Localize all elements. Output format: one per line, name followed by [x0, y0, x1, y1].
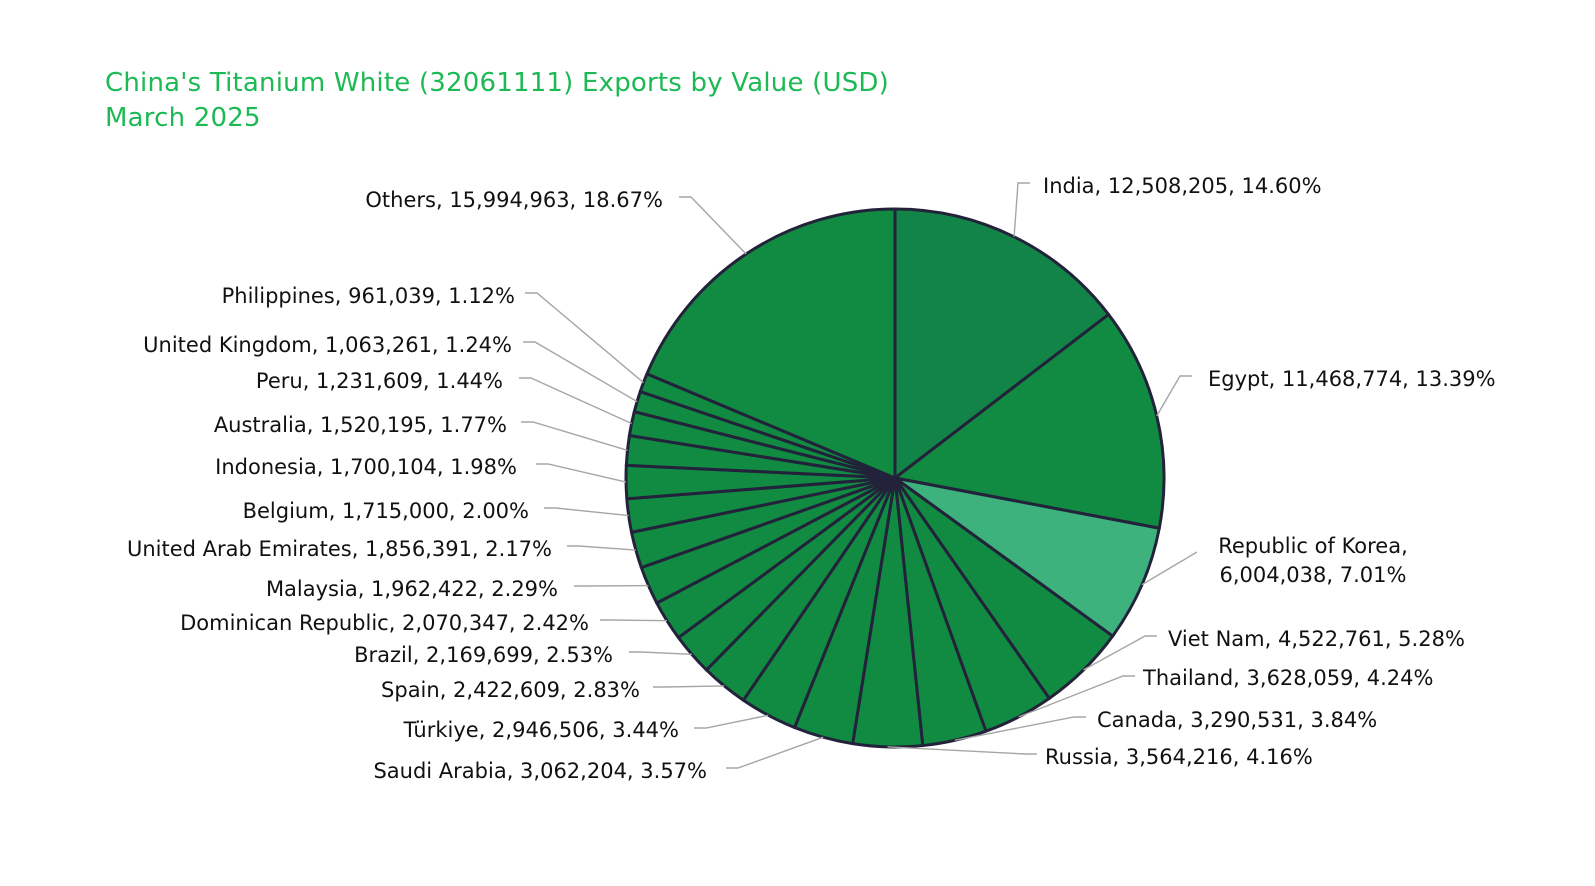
slice-label-peru: Peru, 1,231,609, 1.44%	[256, 369, 503, 393]
leader-line-dominican-republic	[600, 619, 668, 622]
leader-line-australia	[521, 421, 628, 451]
leader-line-russia	[887, 746, 1037, 755]
slice-label-belgium: Belgium, 1,715,000, 2.00%	[243, 499, 529, 523]
slice-label-brazil: Brazil, 2,169,699, 2.53%	[354, 643, 613, 667]
leader-line-viet-nam	[1083, 635, 1157, 671]
slice-label-dominican-republic: Dominican Republic, 2,070,347, 2.42%	[180, 611, 589, 635]
chart-title-line-2: March 2025	[105, 103, 261, 133]
slice-label-viet-nam: Viet Nam, 4,522,761, 5.28%	[1168, 627, 1465, 651]
leader-line-indonesia	[536, 463, 627, 483]
slice-label-egypt: Egypt, 11,468,774, 13.39%	[1208, 367, 1496, 391]
leader-lines	[519, 182, 1198, 769]
leader-line-united-kingdom	[523, 341, 638, 403]
slice-label-t-rkiye: Türkiye, 2,946,506, 3.44%	[402, 718, 679, 742]
slice-label-canada: Canada, 3,290,531, 3.84%	[1097, 708, 1377, 732]
slice-label-australia: Australia, 1,520,195, 1.77%	[214, 413, 507, 437]
slice-label-spain: Spain, 2,422,609, 2.83%	[381, 678, 640, 702]
leader-line-canada	[954, 716, 1086, 741]
pie-slice-india	[893, 207, 1111, 480]
leader-line-peru	[519, 377, 632, 425]
leader-line-belgium	[544, 507, 629, 517]
pie-slices	[624, 207, 1166, 749]
leader-line-t-rkiye	[694, 714, 769, 729]
leader-line-saudi-arabia	[726, 736, 824, 769]
slice-label-republic-of-korea: Republic of Korea, 6,004,038, 7.01%	[1218, 534, 1408, 587]
leader-line-spain	[653, 685, 725, 688]
slice-label-indonesia: Indonesia, 1,700,104, 1.98%	[215, 455, 517, 479]
leader-line-united-arab-emirates	[567, 545, 636, 551]
leader-line-egypt	[1156, 375, 1192, 417]
leader-line-india	[1013, 182, 1030, 237]
leader-line-others	[679, 196, 747, 255]
leader-line-thailand	[1018, 675, 1135, 718]
slice-label-india: India, 12,508,205, 14.60%	[1043, 174, 1322, 198]
leader-line-brazil	[629, 651, 692, 655]
slice-label-others: Others, 15,994,963, 18.67%	[365, 188, 663, 212]
slice-label-philippines: Philippines, 961,039, 1.12%	[222, 284, 515, 308]
chart-title: China's Titanium White (32061111) Export…	[105, 66, 889, 136]
chart-title-line-1: China's Titanium White (32061111) Export…	[105, 68, 889, 98]
slice-label-united-kingdom: United Kingdom, 1,063,261, 1.24%	[143, 333, 512, 357]
leader-line-republic-of-korea	[1141, 551, 1198, 586]
pie-slice-republic-of-korea	[893, 476, 1161, 638]
slice-label-russia: Russia, 3,564,216, 4.16%	[1045, 745, 1313, 769]
slice-label-saudi-arabia: Saudi Arabia, 3,062,204, 3.57%	[373, 759, 707, 783]
slice-label-thailand: Thailand, 3,628,059, 4.24%	[1142, 666, 1433, 690]
slice-label-united-arab-emirates: United Arab Emirates, 1,856,391, 2.17%	[127, 537, 552, 561]
slice-labels: India, 12,508,205, 14.60% Egypt, 11,468,7…	[127, 174, 1496, 783]
leader-line-philippines	[525, 292, 644, 384]
slice-label-malaysia: Malaysia, 1,962,422, 2.29%	[266, 577, 558, 601]
